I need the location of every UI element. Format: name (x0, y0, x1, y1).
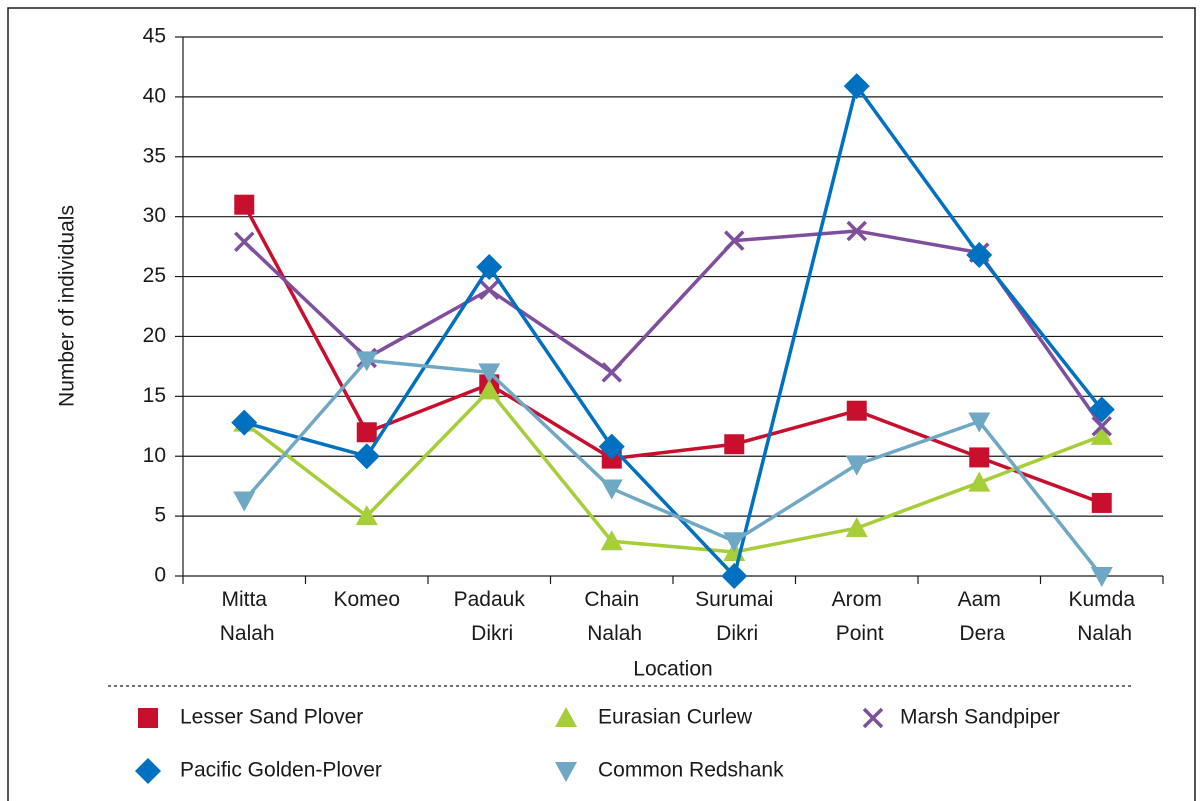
marker (234, 231, 255, 253)
marker (968, 471, 991, 492)
marker (1088, 396, 1115, 423)
legend-label: Eurasian Curlew (598, 706, 753, 729)
marker (233, 491, 256, 512)
y-tick-label: 5 (154, 504, 166, 527)
x-tick-label: Kumda Nalah (1068, 588, 1135, 645)
series-line (242, 358, 1104, 578)
marker (846, 220, 867, 242)
y-tick-label: 25 (143, 264, 166, 287)
marker (969, 447, 990, 468)
y-tick-label: 0 (154, 564, 166, 587)
y-axis-label: Number of individuals (56, 205, 79, 407)
marker (555, 762, 577, 782)
marker (600, 530, 623, 551)
marker (862, 707, 884, 729)
marker (845, 517, 868, 538)
marker (721, 563, 748, 589)
marker (135, 758, 161, 784)
legend-label: Pacific Golden-Plover (180, 759, 382, 782)
marker (968, 412, 991, 433)
marker (846, 400, 867, 421)
marker (598, 433, 625, 460)
y-tick-label: 20 (143, 324, 166, 347)
y-tick-label: 15 (143, 384, 166, 407)
marker (724, 434, 745, 455)
marker (600, 479, 623, 500)
x-tick-label: Mitta Nalah (214, 588, 275, 645)
frame (7, 7, 1196, 801)
marker (845, 455, 868, 476)
y-tick-label: 35 (143, 144, 166, 167)
x-tick-label: Aam Dera (954, 588, 1006, 645)
marker (355, 505, 378, 526)
marker (724, 230, 745, 251)
marker (138, 708, 158, 728)
legend-label: Lesser Sand Plover (180, 706, 363, 729)
x-tick-label: Komeo (333, 588, 400, 611)
y-tick-label: 45 (143, 25, 166, 48)
marker (843, 73, 870, 100)
marker (478, 363, 501, 384)
marker (1090, 567, 1113, 587)
marker (1090, 424, 1113, 445)
marker (356, 422, 377, 443)
series-line (243, 388, 1103, 554)
marker (353, 443, 380, 470)
marker (555, 707, 577, 727)
marker (723, 532, 746, 553)
marker (966, 241, 993, 268)
marker (355, 351, 378, 372)
marker (234, 194, 255, 215)
y-tick-label: 40 (143, 84, 166, 107)
x-tick-label: Surumai Dikri (695, 588, 773, 645)
y-tick-label: 30 (143, 204, 166, 227)
x-tick-label: Padauk Dikri (454, 588, 526, 645)
marker (476, 253, 503, 280)
x-tick-label: Chain Nalah (581, 588, 642, 645)
x-tick-label: Arom Point (830, 588, 884, 645)
marker (231, 409, 258, 436)
legend-label: Common Redshank (598, 759, 784, 782)
marker (478, 379, 501, 400)
marker (601, 362, 622, 383)
y-tick-label: 10 (143, 444, 166, 467)
x-axis-label: Location (633, 658, 712, 681)
marker (479, 279, 500, 300)
marker (1091, 492, 1112, 513)
marker (1091, 416, 1112, 437)
series-line (243, 229, 1104, 428)
legend-label: Marsh Sandpiper (900, 706, 1060, 729)
series-line (243, 84, 1104, 578)
